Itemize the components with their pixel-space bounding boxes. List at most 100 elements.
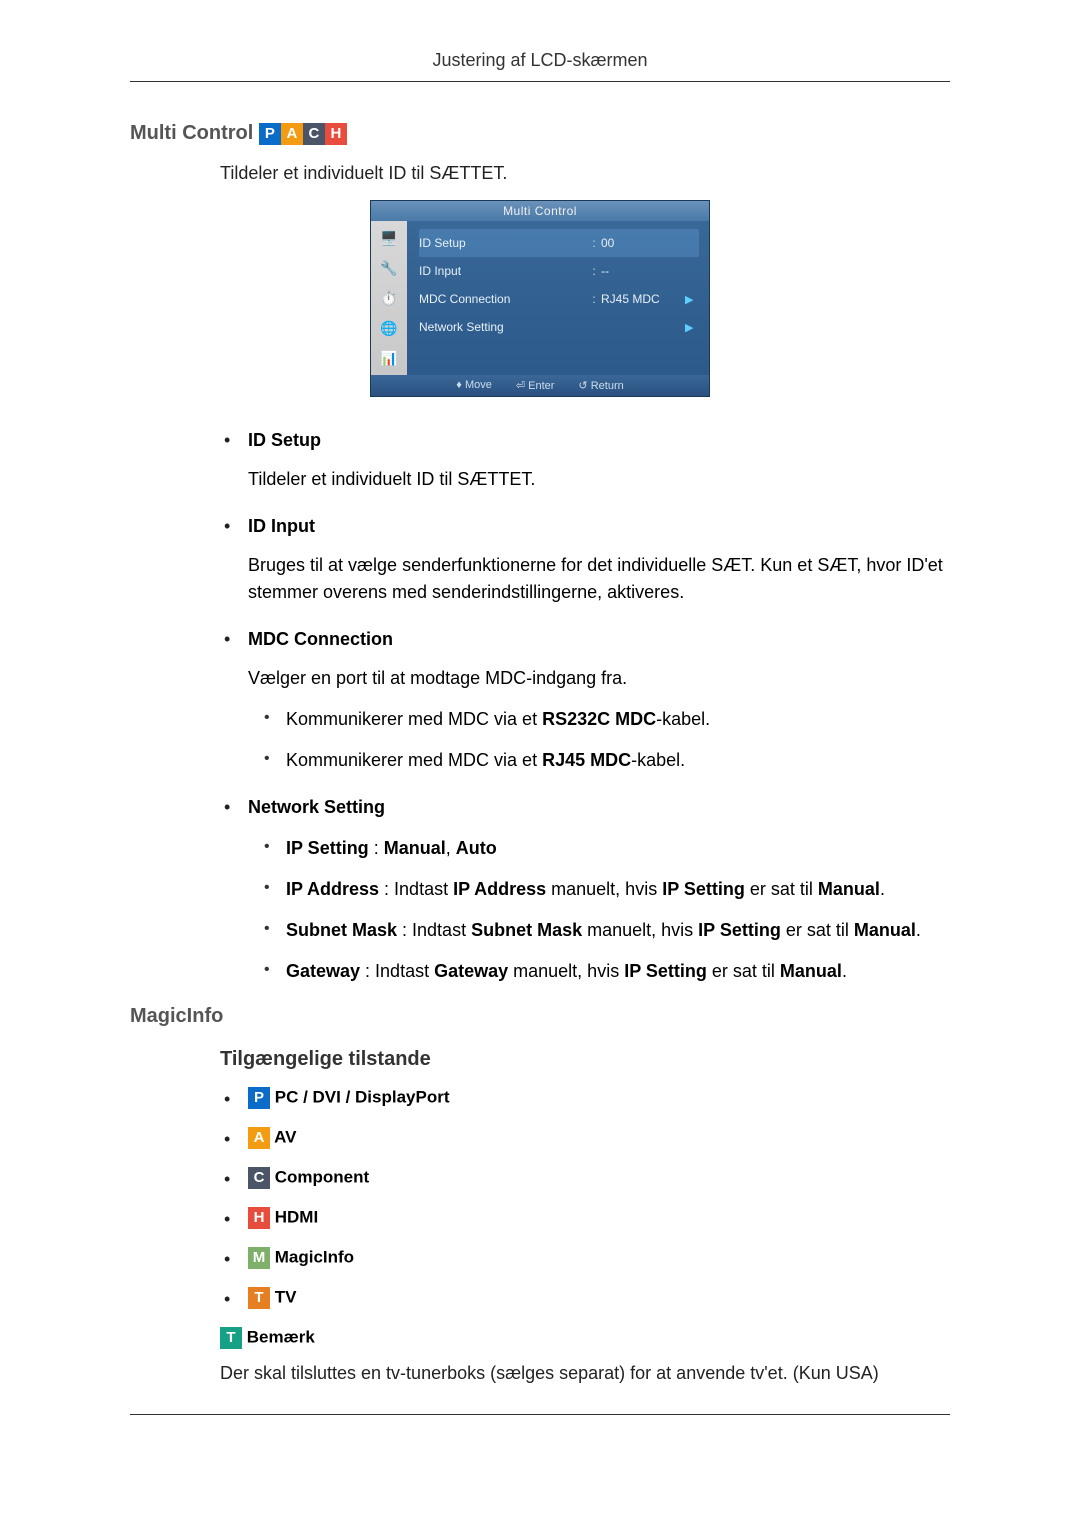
osd-rows: ID Setup : 00 ID Input : -- MDC Connecti… (407, 221, 709, 375)
text: : Indtast (397, 920, 471, 940)
bold: Auto (456, 838, 497, 858)
osd-row-value: 00 (601, 236, 685, 250)
osd-footer-move: ♦ Move (456, 379, 492, 392)
list-item: IP Address : Indtast IP Address manuelt,… (260, 876, 950, 903)
text: er sat til (745, 879, 818, 899)
mode-item: C Component (220, 1167, 950, 1189)
osd-row-value: RJ45 MDC (601, 292, 685, 306)
badge-h-icon: H (248, 1207, 270, 1229)
bold: Manual (780, 961, 842, 981)
list-item-id-input: ID Input Bruges til at vælge senderfunkt… (220, 513, 950, 606)
osd-row-label: ID Setup (419, 236, 587, 250)
badge-m-icon: M (248, 1247, 270, 1269)
mode-label: AV (274, 1127, 296, 1146)
document-page: Justering af LCD-skærmen Multi Control P… (0, 0, 1080, 1475)
osd-row-label: MDC Connection (419, 292, 587, 306)
bold: IP Setting (698, 920, 781, 940)
text: -kabel. (631, 750, 685, 770)
note-body: Der skal tilsluttes en tv-tunerboks (sæl… (220, 1363, 950, 1384)
text: : Indtast (360, 961, 434, 981)
bold: IP Setting (624, 961, 707, 981)
list-item: Gateway : Indtast Gateway manuelt, hvis … (260, 958, 950, 985)
mdc-sublist: Kommunikerer med MDC via et RS232C MDC-k… (260, 706, 950, 774)
mode-item: H HDMI (220, 1207, 950, 1229)
magicinfo-subheading: Tilgængelige tilstande (220, 1048, 950, 1071)
bold: IP Address (286, 879, 379, 899)
badge-note-icon: T (220, 1327, 242, 1349)
bold: RJ45 MDC (542, 750, 631, 770)
mode-label: HDMI (275, 1207, 318, 1226)
section-multi-control: Multi Control PACH (130, 122, 950, 145)
badge-p-icon: P (248, 1087, 270, 1109)
osd-icon: 🖥️ (375, 225, 403, 251)
badge-a-icon: A (248, 1127, 270, 1149)
title-badges: PACH (259, 122, 347, 144)
list-item: IP Setting : Manual, Auto (260, 835, 950, 862)
bold: IP Setting (286, 838, 369, 858)
mode-label: MagicInfo (275, 1247, 354, 1266)
divider-bottom (130, 1414, 950, 1415)
text: : Indtast (379, 879, 453, 899)
note-title: Bemærk (247, 1327, 315, 1346)
section-title-text: Multi Control (130, 122, 253, 144)
list-item: Kommunikerer med MDC via et RS232C MDC-k… (260, 706, 950, 733)
modes-list: P PC / DVI / DisplayPort A AV C Componen… (220, 1087, 950, 1309)
bold: IP Address (453, 879, 546, 899)
osd-arrow-icon: ▶ (685, 293, 699, 306)
bold: Manual (384, 838, 446, 858)
bold: Subnet Mask (471, 920, 582, 940)
badge-a-icon: A (281, 123, 303, 145)
bold: Gateway (434, 961, 508, 981)
item-body: Bruges til at vælge senderfunktionerne f… (248, 552, 950, 606)
osd-title: Multi Control (371, 201, 709, 221)
item-title: MDC Connection (248, 626, 950, 653)
osd-footer-return: ↺ Return (578, 379, 623, 392)
item-title: Network Setting (248, 794, 950, 821)
text: -kabel. (656, 709, 710, 729)
section-magicinfo: MagicInfo (130, 1005, 950, 1028)
osd-arrow-icon: ▶ (685, 321, 699, 334)
osd-icon: 🌐 (375, 315, 403, 341)
osd-footer: ♦ Move ⏎ Enter ↺ Return (371, 375, 709, 396)
mode-item: P PC / DVI / DisplayPort (220, 1087, 950, 1109)
multi-control-list: ID Setup Tildeler et individuelt ID til … (220, 427, 950, 985)
text: Kommunikerer med MDC via et (286, 750, 542, 770)
text: Kommunikerer med MDC via et (286, 709, 542, 729)
badge-c-icon: C (248, 1167, 270, 1189)
mode-item: A AV (220, 1127, 950, 1149)
item-body: Vælger en port til at modtage MDC-indgan… (248, 665, 950, 692)
list-item-mdc: MDC Connection Vælger en port til at mod… (220, 626, 950, 774)
bold: Subnet Mask (286, 920, 397, 940)
osd-footer-enter-label: Enter (528, 380, 554, 392)
multi-control-intro: Tildeler et individuelt ID til SÆTTET. (220, 163, 950, 184)
list-item-id-setup: ID Setup Tildeler et individuelt ID til … (220, 427, 950, 493)
osd-row-label: ID Input (419, 264, 587, 278)
text: manuelt, hvis (546, 879, 662, 899)
text: manuelt, hvis (508, 961, 624, 981)
mode-item: T TV (220, 1287, 950, 1309)
osd-colon: : (587, 236, 601, 250)
osd-row-label: Network Setting (419, 320, 587, 334)
osd-row-value: -- (601, 264, 685, 278)
item-title: ID Input (248, 513, 950, 540)
osd-row: Network Setting ▶ (419, 313, 699, 341)
list-item: Kommunikerer med MDC via et RJ45 MDC-kab… (260, 747, 950, 774)
osd-menu: Multi Control 🖥️ 🔧 ⏱️ 🌐 📊 ID Setup : 00 … (370, 200, 710, 397)
bold: Manual (854, 920, 916, 940)
item-title: ID Setup (248, 427, 950, 454)
badge-p-icon: P (259, 123, 281, 145)
bold: Gateway (286, 961, 360, 981)
list-item: Subnet Mask : Indtast Subnet Mask manuel… (260, 917, 950, 944)
text: manuelt, hvis (582, 920, 698, 940)
badge-h-icon: H (325, 123, 347, 145)
badge-c-icon: C (303, 123, 325, 145)
osd-icon: 🔧 (375, 255, 403, 281)
osd-footer-move-label: Move (465, 379, 492, 391)
list-item-network: Network Setting IP Setting : Manual, Aut… (220, 794, 950, 985)
bold: Manual (818, 879, 880, 899)
text: er sat til (707, 961, 780, 981)
page-header: Justering af LCD-skærmen (130, 50, 950, 81)
osd-colon: : (587, 264, 601, 278)
mode-label: PC / DVI / DisplayPort (275, 1087, 450, 1106)
mode-label: Component (275, 1167, 369, 1186)
